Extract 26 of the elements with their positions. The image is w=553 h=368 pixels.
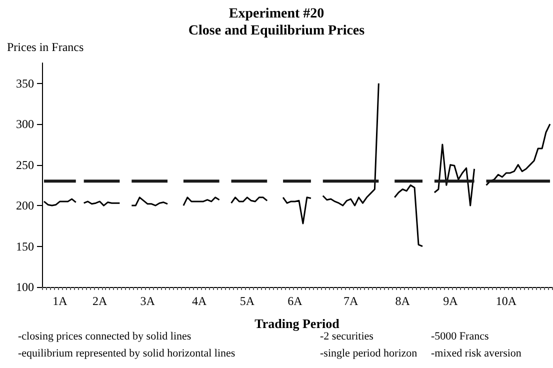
x-tick-label: 4A — [192, 294, 208, 308]
y-tick-label: 350 — [16, 76, 34, 90]
text: -single period horizon — [320, 348, 418, 360]
x-tick-label: 3A — [140, 294, 156, 308]
y-tick-label: 250 — [16, 158, 34, 172]
y-tick-label: 200 — [16, 198, 34, 213]
chart-title: Experiment #20 — [228, 6, 324, 22]
y-tick-label: 150 — [16, 239, 34, 254]
text: -equilibrium represented by solid horizontal lines — [18, 348, 236, 360]
x-tick-label: 7A — [343, 294, 358, 308]
y-tick-label: 100 — [16, 280, 34, 294]
x-tick-label: 5A — [240, 294, 255, 308]
x-tick-label: 2A — [92, 294, 108, 308]
y-axis-title: Prices in Francs — [7, 40, 84, 54]
x-axis-title: Trading Period — [254, 316, 340, 331]
y-tick-label: 300 — [16, 117, 34, 132]
text: -mixed risk aversion — [431, 348, 522, 360]
x-tick-label: 6A — [288, 294, 303, 308]
x-tick-label: 10A — [496, 294, 517, 308]
x-tick-label: 8A — [395, 294, 410, 308]
x-tick-label: 9A — [443, 294, 458, 308]
x-tick-label: 1A — [52, 294, 68, 308]
text: -5000 Francs — [431, 330, 489, 342]
text: -closing prices connected by solid lines — [18, 330, 192, 342]
chart-subtitle: Close and Equilibrium Prices — [188, 24, 366, 38]
text: -2 securities — [320, 330, 374, 342]
